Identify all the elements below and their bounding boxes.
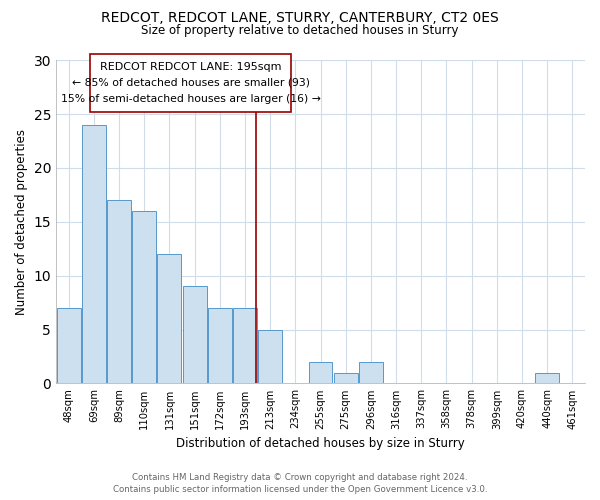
Bar xyxy=(107,200,131,384)
FancyBboxPatch shape xyxy=(91,54,292,112)
Bar xyxy=(56,308,80,384)
Bar xyxy=(182,286,206,384)
Bar xyxy=(132,211,156,384)
Text: Size of property relative to detached houses in Sturry: Size of property relative to detached ho… xyxy=(141,24,459,37)
Bar xyxy=(308,362,332,384)
Bar xyxy=(82,125,106,384)
Text: ← 85% of detached houses are smaller (93): ← 85% of detached houses are smaller (93… xyxy=(72,78,310,88)
Bar xyxy=(258,330,282,384)
Text: Contains HM Land Registry data © Crown copyright and database right 2024.
Contai: Contains HM Land Registry data © Crown c… xyxy=(113,472,487,494)
Y-axis label: Number of detached properties: Number of detached properties xyxy=(15,129,28,315)
Text: REDCOT REDCOT LANE: 195sqm: REDCOT REDCOT LANE: 195sqm xyxy=(100,62,281,72)
Text: REDCOT, REDCOT LANE, STURRY, CANTERBURY, CT2 0ES: REDCOT, REDCOT LANE, STURRY, CANTERBURY,… xyxy=(101,11,499,25)
Bar xyxy=(535,372,559,384)
Bar xyxy=(208,308,232,384)
Bar xyxy=(334,372,358,384)
X-axis label: Distribution of detached houses by size in Sturry: Distribution of detached houses by size … xyxy=(176,437,465,450)
Bar xyxy=(359,362,383,384)
Bar xyxy=(157,254,181,384)
Bar xyxy=(233,308,257,384)
Text: 15% of semi-detached houses are larger (16) →: 15% of semi-detached houses are larger (… xyxy=(61,94,321,104)
